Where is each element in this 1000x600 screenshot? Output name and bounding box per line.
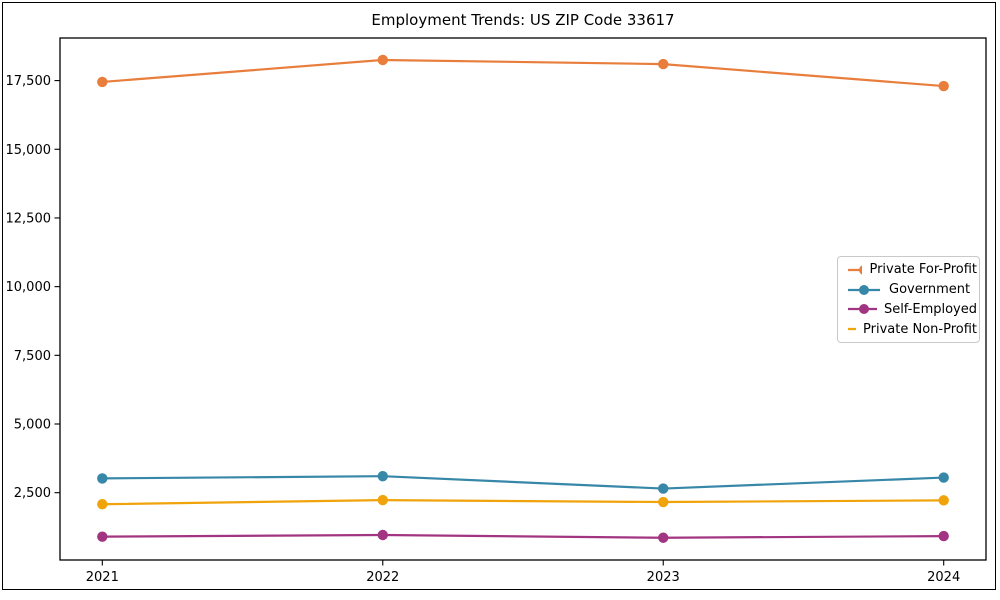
x-tick-label: 2022 bbox=[366, 570, 399, 585]
x-tick-label: 2023 bbox=[647, 570, 680, 585]
legend-marker-private-non-profit bbox=[848, 328, 857, 331]
series-line-private-non-profit bbox=[102, 499, 944, 506]
data-point-self-employed-2024 bbox=[938, 530, 949, 542]
y-tick-label: 7,500 bbox=[14, 349, 51, 364]
data-point-self-employed-2021 bbox=[97, 531, 108, 542]
plot-border bbox=[59, 37, 987, 561]
legend-marker-government bbox=[848, 284, 880, 295]
data-point-government-2024 bbox=[938, 472, 949, 483]
legend-entry-government: Government bbox=[846, 282, 977, 297]
chart-title: Employment Trends: US ZIP Code 33617 bbox=[371, 11, 675, 29]
legend-label: Government bbox=[889, 282, 971, 298]
data-point-private-for-profit-2021 bbox=[97, 76, 108, 88]
legend-marker-self-employed bbox=[848, 304, 877, 315]
data-point-self-employed-2023 bbox=[658, 532, 669, 543]
legend-label: Private Non-Profit bbox=[863, 321, 977, 337]
legend-label: Private For-Profit bbox=[869, 262, 977, 278]
y-tick-label: 5,000 bbox=[14, 418, 51, 433]
data-point-self-employed-2022 bbox=[377, 529, 388, 541]
data-point-government-2022 bbox=[377, 471, 388, 482]
series-line-self-employed bbox=[102, 533, 944, 539]
series-line-government bbox=[102, 475, 944, 490]
y-tick-label: 12,500 bbox=[6, 211, 52, 226]
data-point-private-non-profit-2024 bbox=[938, 495, 949, 506]
x-tick-label: 2024 bbox=[927, 570, 960, 585]
x-tick-label: 2021 bbox=[86, 570, 119, 585]
data-point-private-non-profit-2021 bbox=[97, 499, 108, 510]
legend-label: Self-Employed bbox=[883, 301, 977, 317]
y-tick-label: 2,500 bbox=[14, 486, 51, 501]
legend-entry-private-for-profit: Private For-Profit bbox=[846, 262, 977, 277]
data-point-private-non-profit-2023 bbox=[658, 496, 669, 508]
series-line-private-for-profit bbox=[102, 58, 944, 88]
legend-entry-private-non-profit: Private Non-Profit bbox=[846, 322, 977, 337]
data-point-private-non-profit-2022 bbox=[377, 494, 388, 506]
y-tick-label: 10,000 bbox=[6, 280, 52, 295]
y-tick-label: 15,000 bbox=[6, 143, 52, 158]
legend-marker-private-for-profit bbox=[848, 265, 863, 275]
data-point-private-for-profit-2022 bbox=[377, 54, 388, 66]
legend-entry-self-employed: Self-Employed bbox=[846, 302, 977, 317]
data-point-government-2023 bbox=[658, 483, 669, 494]
data-point-private-for-profit-2024 bbox=[938, 80, 949, 92]
data-point-private-for-profit-2023 bbox=[658, 58, 669, 70]
y-tick-label: 17,500 bbox=[6, 74, 52, 89]
data-point-government-2021 bbox=[97, 473, 108, 484]
legend: Private For-Profit Government Self-Employe… bbox=[837, 256, 980, 343]
